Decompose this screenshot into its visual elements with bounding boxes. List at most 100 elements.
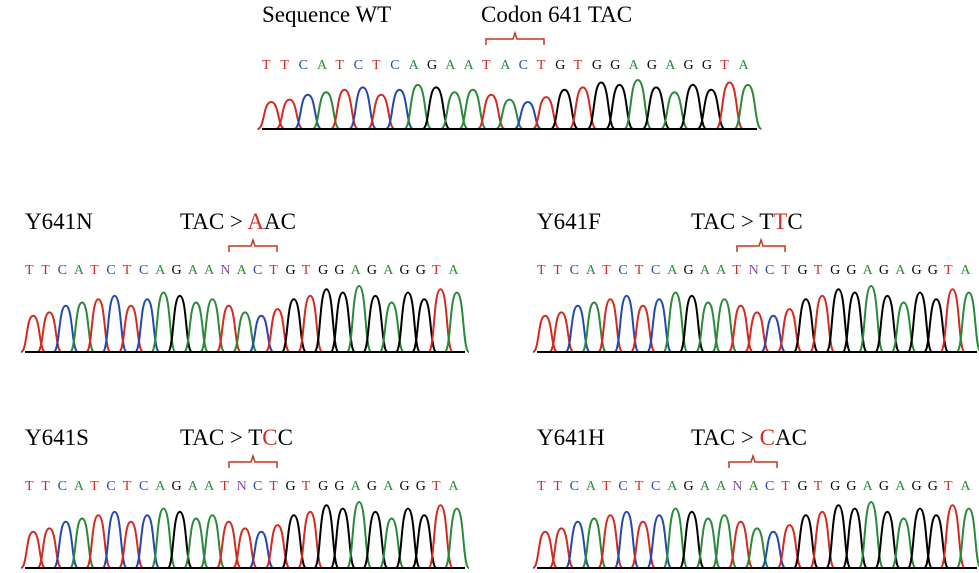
bracket-line bbox=[736, 237, 786, 252]
base-G: G bbox=[911, 479, 922, 494]
base-A: A bbox=[895, 479, 906, 494]
base-T: T bbox=[262, 58, 271, 73]
base-G: G bbox=[830, 263, 841, 278]
base-G: G bbox=[171, 263, 182, 278]
base-T: T bbox=[90, 263, 99, 278]
chromatogram-trace bbox=[20, 284, 471, 353]
codon-bracket bbox=[228, 237, 278, 252]
base-G: G bbox=[927, 479, 938, 494]
trace-peak bbox=[296, 510, 324, 569]
base-A: A bbox=[748, 479, 759, 494]
base-A: A bbox=[448, 479, 459, 494]
trace-peak bbox=[20, 314, 46, 353]
trace-peak bbox=[550, 88, 579, 130]
codon-plain: T bbox=[759, 209, 774, 234]
base-A: A bbox=[408, 58, 419, 73]
base-T: T bbox=[41, 479, 50, 494]
base-G: G bbox=[415, 479, 426, 494]
codon-change-label: TAC > CAC bbox=[691, 425, 807, 451]
panel-title: Y641S bbox=[25, 425, 89, 450]
base-T: T bbox=[732, 263, 741, 278]
trace-peak bbox=[808, 510, 836, 569]
codon-mutated-base: A bbox=[247, 209, 264, 234]
base-G: G bbox=[591, 58, 603, 73]
trace-peak bbox=[841, 291, 868, 353]
codon-bracket bbox=[485, 30, 545, 45]
bracket-line bbox=[728, 453, 778, 468]
chromatogram-trace bbox=[532, 284, 979, 353]
base-C: C bbox=[569, 479, 579, 494]
codon-rest: AC bbox=[774, 425, 807, 450]
base-T: T bbox=[301, 479, 311, 494]
base-T: T bbox=[944, 263, 953, 278]
base-A: A bbox=[628, 58, 639, 73]
trace-peak bbox=[604, 83, 635, 130]
trace-peak bbox=[330, 88, 359, 130]
base-A: A bbox=[895, 263, 906, 278]
trace-peak bbox=[532, 530, 558, 569]
trace-peak bbox=[293, 93, 323, 130]
trace-peak bbox=[733, 83, 763, 130]
trace-peak bbox=[134, 514, 161, 569]
codon-change-label: TAC > TCC bbox=[180, 425, 293, 451]
base-G: G bbox=[646, 58, 658, 73]
codon-mutated-base: T bbox=[773, 209, 788, 234]
base-T: T bbox=[813, 479, 823, 494]
base-C: C bbox=[618, 479, 628, 494]
base-A: A bbox=[862, 479, 873, 494]
trace-peak bbox=[646, 298, 673, 353]
trace-peak bbox=[329, 291, 356, 353]
base-C: C bbox=[106, 479, 116, 494]
base-T: T bbox=[220, 479, 229, 494]
base-A: A bbox=[350, 263, 361, 278]
base-G: G bbox=[399, 263, 410, 278]
base-G: G bbox=[927, 263, 938, 278]
base-T: T bbox=[122, 479, 132, 494]
codon-prefix: TAC > bbox=[691, 425, 760, 450]
base-T: T bbox=[335, 58, 344, 73]
panel-title: Y641H bbox=[537, 425, 605, 450]
base-T: T bbox=[813, 263, 823, 278]
base-G: G bbox=[878, 479, 890, 494]
base-T: T bbox=[634, 263, 644, 278]
codon-rest: AC bbox=[264, 209, 296, 234]
base-A: A bbox=[716, 263, 727, 278]
base-A: A bbox=[463, 58, 474, 73]
trace-peak bbox=[443, 507, 471, 569]
base-C: C bbox=[57, 479, 67, 494]
base-A: A bbox=[204, 479, 215, 494]
base-A: A bbox=[960, 263, 971, 278]
base-C: C bbox=[252, 479, 263, 494]
trace-peak bbox=[134, 298, 161, 353]
base-N: N bbox=[732, 479, 743, 494]
base-C: C bbox=[764, 479, 775, 494]
base-A: A bbox=[738, 58, 749, 73]
base-G: G bbox=[285, 263, 296, 278]
base-C: C bbox=[518, 58, 528, 73]
base-T: T bbox=[944, 479, 953, 494]
base-N: N bbox=[220, 263, 231, 278]
base-G: G bbox=[318, 479, 329, 494]
trace-peak bbox=[256, 101, 286, 130]
base-A: A bbox=[585, 263, 596, 278]
codon-bracket bbox=[736, 237, 786, 252]
base-T: T bbox=[537, 479, 546, 494]
base-T: T bbox=[634, 479, 644, 494]
trace-peak bbox=[955, 291, 979, 353]
base-T: T bbox=[280, 58, 289, 73]
base-A: A bbox=[187, 263, 198, 278]
base-G: G bbox=[318, 263, 329, 278]
trace-peak bbox=[646, 514, 673, 569]
base-A: A bbox=[316, 58, 328, 73]
base-C: C bbox=[298, 58, 308, 73]
codon-change-label: TAC > AAC bbox=[180, 209, 296, 235]
chromatogram-trace bbox=[20, 500, 471, 569]
base-T: T bbox=[432, 263, 441, 278]
base-G: G bbox=[171, 479, 182, 494]
base-T: T bbox=[90, 479, 99, 494]
trace-peak bbox=[296, 294, 324, 353]
panel-title: Y641F bbox=[537, 209, 601, 234]
